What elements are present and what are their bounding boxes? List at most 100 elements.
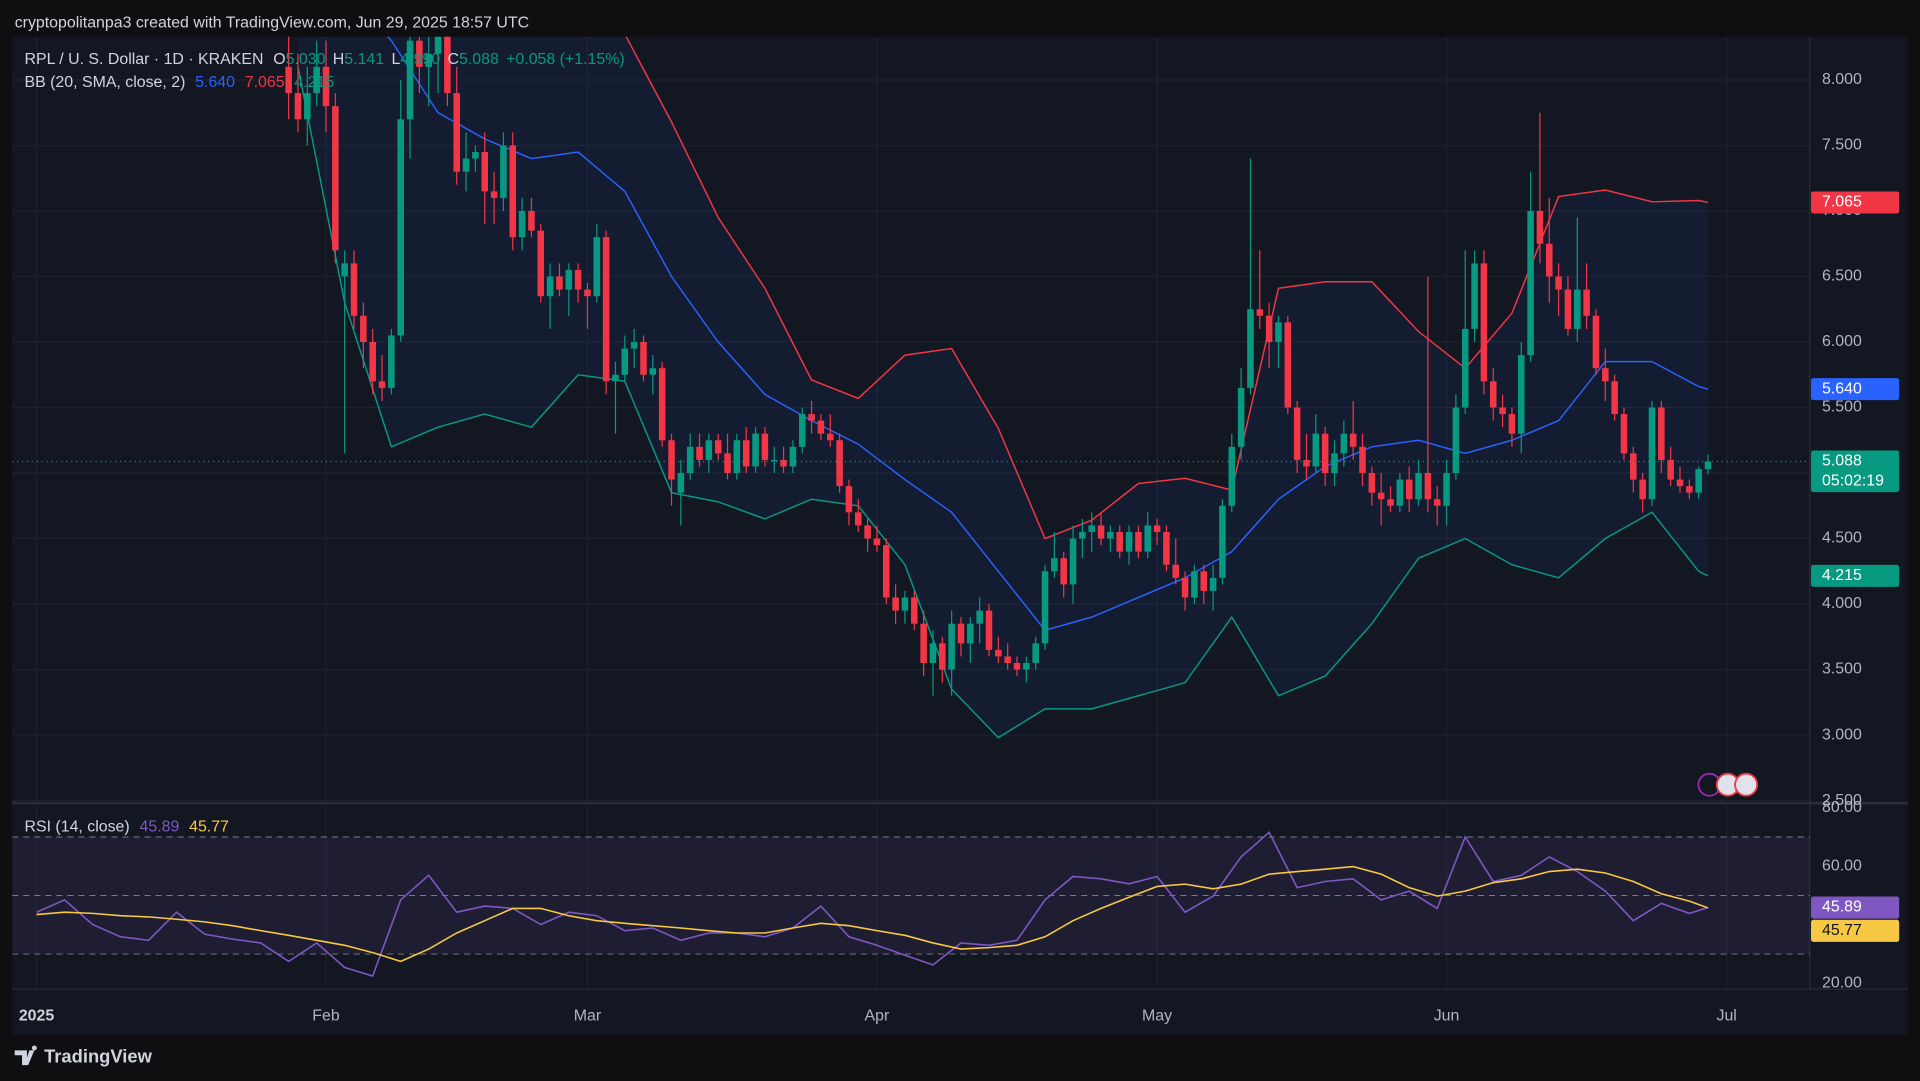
- candle-body: [1592, 315, 1600, 369]
- badge-bg: [1811, 191, 1900, 214]
- candle-body: [313, 66, 320, 94]
- candle-body: [1461, 328, 1469, 408]
- candle-body: [1583, 289, 1590, 316]
- price-badge: 5.088 05:02:19: [1811, 450, 1900, 493]
- candle-body: [1116, 531, 1123, 552]
- candle-body: [1237, 387, 1245, 447]
- candle-body: [416, 40, 423, 67]
- ohlc-label: L: [391, 51, 400, 68]
- badge-countdown: 05:02:19: [1822, 472, 1884, 489]
- candle-body: [602, 237, 610, 382]
- candle-body: [528, 210, 535, 231]
- candle-body: [1172, 564, 1180, 578]
- candle-body: [770, 459, 778, 462]
- badge-label: 5.088: [1822, 453, 1862, 470]
- candle-body: [1499, 407, 1506, 415]
- candle-body: [285, 66, 292, 94]
- candle-body: [761, 433, 769, 460]
- candle-body: [1667, 459, 1674, 480]
- candle-body: [1676, 479, 1684, 487]
- candle-body: [1555, 276, 1562, 290]
- candle-body: [453, 93, 460, 172]
- badge-label: 45.89: [1822, 899, 1862, 916]
- candle-body: [1695, 469, 1702, 493]
- badge-label: 45.77: [1822, 922, 1862, 939]
- candle-body: [1135, 531, 1142, 552]
- candle-body: [294, 93, 302, 120]
- candle-body: [658, 368, 666, 441]
- bb-value: 5.640: [195, 74, 235, 91]
- candle-body: [1387, 499, 1394, 506]
- price-badge: 5.640: [1811, 378, 1900, 401]
- candle-body: [546, 276, 554, 297]
- y-tick-label: 4.000: [1822, 595, 1862, 612]
- ohlc-value: 5.030: [286, 51, 326, 68]
- candle-body: [378, 381, 386, 388]
- candle-body: [1032, 643, 1039, 663]
- candle-body: [901, 597, 909, 611]
- candle-body: [406, 40, 414, 120]
- candle-body: [481, 152, 489, 192]
- candle-body: [1144, 525, 1152, 552]
- candle-body: [668, 440, 675, 480]
- candle-body: [1181, 577, 1189, 598]
- candle-body: [1517, 355, 1525, 434]
- candle-body: [696, 446, 703, 460]
- candle-body: [1191, 571, 1198, 598]
- candle-body: [369, 341, 376, 382]
- footer: TradingView: [14, 1045, 153, 1067]
- candle-body: [1639, 479, 1646, 500]
- candle-body: [873, 538, 881, 546]
- candle-body: [854, 512, 862, 526]
- candle-body: [826, 433, 834, 441]
- candle-body: [350, 263, 358, 316]
- candle-body: [742, 440, 750, 467]
- bb-value: 4.215: [294, 74, 334, 91]
- candle-body: [1312, 433, 1320, 467]
- candle-body: [677, 473, 685, 493]
- band-fill: [297, 36, 1709, 738]
- candle-body: [1209, 577, 1217, 591]
- candle-body: [892, 597, 899, 611]
- candle-body: [1041, 571, 1049, 644]
- candle-body: [817, 420, 825, 434]
- candle-body: [360, 315, 367, 342]
- candle-body: [518, 210, 526, 238]
- candle-body: [798, 414, 806, 447]
- candle-body: [1424, 473, 1432, 500]
- candle-body: [397, 119, 404, 336]
- candle-body: [565, 269, 573, 290]
- candle-body: [808, 414, 815, 421]
- candle-body: [1611, 381, 1618, 415]
- y-tick-label: 6.500: [1822, 268, 1862, 285]
- attribution: cryptopolitanpa3 created with TradingVie…: [15, 14, 529, 31]
- line-series: [36, 831, 1709, 977]
- chart-panel: [12, 36, 1908, 1035]
- candle-body: [322, 66, 330, 107]
- event-icons[interactable]: [1697, 772, 1759, 797]
- band-line: [386, 36, 1709, 632]
- candle-body: [976, 610, 983, 624]
- price-pane: [285, 36, 1712, 739]
- candle-body: [967, 623, 974, 644]
- candle-body: [939, 643, 946, 670]
- candle-body: [920, 623, 927, 663]
- candle-body: [1060, 558, 1067, 585]
- candle-body: [612, 374, 619, 382]
- candle-body: [1284, 322, 1292, 408]
- y-tick-label: 20.00: [1822, 975, 1862, 992]
- candle-body: [985, 610, 993, 650]
- symbol-legend: RPL / U. S. Dollar · 1D · KRAKEN O5.030 H5…: [24, 51, 624, 68]
- event-icon[interactable]: [1734, 772, 1759, 797]
- candle-body: [1602, 368, 1609, 382]
- rsi-value: 45.89: [139, 819, 179, 836]
- candle-body: [1247, 309, 1254, 388]
- candle-body: [584, 289, 591, 297]
- candle-body: [332, 106, 339, 251]
- candle-body: [1480, 263, 1488, 382]
- y-tick-label: 2.500: [1822, 792, 1862, 809]
- badge-label: 4.215: [1822, 567, 1862, 584]
- candle-body: [1153, 525, 1161, 532]
- candle-body: [640, 341, 647, 375]
